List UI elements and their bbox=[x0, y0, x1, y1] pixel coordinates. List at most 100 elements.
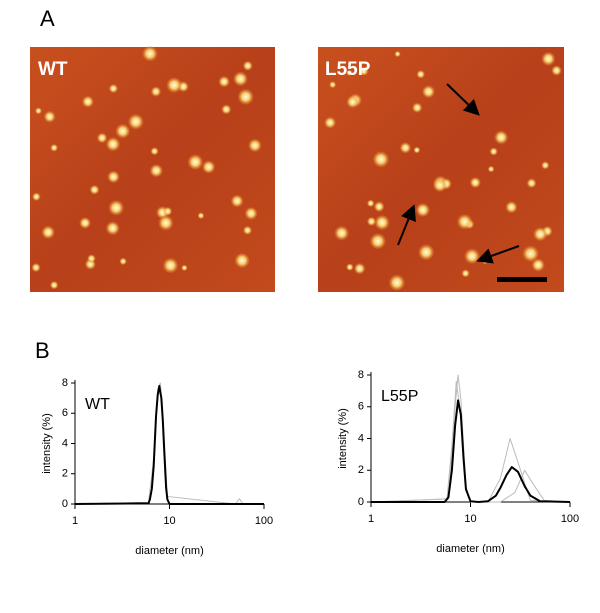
arrow bbox=[397, 204, 416, 246]
particle bbox=[388, 274, 405, 291]
y-tick-label: 0 bbox=[358, 496, 364, 508]
particle bbox=[399, 142, 411, 154]
particle bbox=[412, 102, 423, 113]
particle bbox=[248, 138, 262, 152]
particles bbox=[31, 46, 562, 291]
particle bbox=[533, 227, 548, 241]
y-tick-label: 4 bbox=[62, 437, 68, 449]
particle bbox=[32, 192, 41, 201]
y-tick-label: 2 bbox=[62, 468, 68, 480]
particle bbox=[119, 257, 127, 265]
particle bbox=[202, 160, 216, 174]
particle bbox=[418, 244, 435, 261]
particle bbox=[244, 207, 258, 220]
particle bbox=[106, 137, 121, 152]
particle bbox=[233, 71, 248, 86]
particle bbox=[433, 178, 447, 192]
particle bbox=[324, 116, 336, 129]
x-axis-label: diameter (nm) bbox=[436, 543, 504, 555]
particle bbox=[115, 123, 130, 139]
x-tick-label: 1 bbox=[368, 513, 374, 525]
particle bbox=[494, 130, 508, 145]
x-tick-label: 100 bbox=[255, 515, 273, 527]
particle bbox=[346, 69, 353, 76]
particle bbox=[346, 95, 359, 108]
particle bbox=[197, 212, 205, 219]
particle bbox=[469, 177, 481, 188]
particle bbox=[218, 76, 230, 88]
arrow bbox=[446, 83, 480, 116]
particle bbox=[374, 215, 390, 230]
particle bbox=[237, 88, 254, 105]
afm-image bbox=[318, 47, 564, 292]
y-tick-label: 2 bbox=[358, 464, 364, 476]
particle bbox=[43, 110, 56, 123]
annotation: WT bbox=[85, 396, 110, 413]
scale-bar bbox=[497, 277, 547, 282]
y-tick-label: 6 bbox=[62, 407, 68, 419]
particle bbox=[366, 216, 376, 226]
particle bbox=[128, 114, 144, 130]
particle bbox=[221, 104, 232, 115]
particle bbox=[551, 65, 562, 76]
particle bbox=[142, 46, 158, 62]
particle bbox=[89, 184, 100, 195]
particle bbox=[422, 85, 435, 99]
particle bbox=[82, 95, 94, 108]
x-tick-label: 1 bbox=[72, 515, 78, 527]
particle bbox=[96, 132, 108, 144]
particle bbox=[487, 165, 495, 173]
particle bbox=[150, 86, 161, 97]
particle bbox=[394, 50, 401, 58]
particle bbox=[541, 52, 556, 66]
particle bbox=[50, 144, 58, 152]
x-tick-label: 100 bbox=[561, 513, 579, 525]
particle bbox=[105, 221, 120, 236]
particle bbox=[166, 77, 182, 93]
particle bbox=[354, 263, 366, 275]
particle bbox=[149, 164, 163, 178]
particle bbox=[242, 60, 253, 71]
particle bbox=[108, 84, 118, 94]
particle bbox=[526, 178, 537, 188]
y-tick-label: 0 bbox=[62, 498, 68, 510]
x-tick-label: 10 bbox=[464, 513, 476, 525]
series-line bbox=[371, 399, 571, 503]
particle bbox=[369, 233, 386, 250]
particle bbox=[489, 147, 498, 156]
particle bbox=[181, 264, 188, 271]
y-tick-label: 6 bbox=[358, 401, 364, 413]
particle bbox=[158, 215, 174, 231]
particle bbox=[334, 225, 349, 241]
y-tick-label: 8 bbox=[358, 369, 364, 381]
particle bbox=[416, 203, 430, 217]
image-label: WT bbox=[38, 59, 68, 80]
particle bbox=[359, 66, 369, 76]
particle bbox=[346, 263, 354, 271]
arrow bbox=[476, 245, 520, 264]
particle bbox=[50, 281, 59, 290]
particle bbox=[31, 263, 41, 272]
y-axis-label: intensity (%) bbox=[337, 408, 349, 469]
particle bbox=[187, 154, 203, 170]
y-tick-label: 8 bbox=[62, 377, 68, 389]
particle bbox=[372, 151, 389, 168]
image-label: L55P bbox=[325, 59, 371, 80]
particle bbox=[541, 161, 550, 170]
particle bbox=[41, 225, 55, 239]
annotation: L55P bbox=[381, 388, 418, 405]
particle bbox=[108, 200, 124, 216]
particle bbox=[457, 214, 473, 230]
particle bbox=[464, 248, 480, 264]
particle bbox=[413, 146, 421, 154]
particle bbox=[374, 201, 385, 212]
particle bbox=[243, 225, 252, 235]
particle bbox=[35, 107, 42, 115]
particle bbox=[234, 253, 250, 268]
particle bbox=[107, 170, 120, 183]
particle bbox=[522, 245, 539, 262]
particle bbox=[531, 258, 545, 272]
y-axis-label: intensity (%) bbox=[41, 413, 53, 474]
particle bbox=[163, 257, 179, 274]
